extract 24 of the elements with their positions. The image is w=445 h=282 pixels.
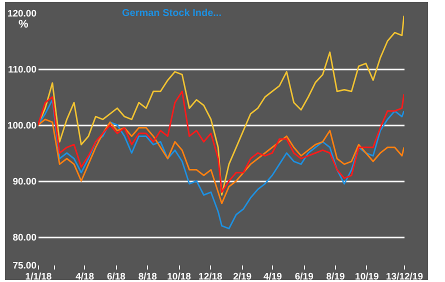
line-series <box>38 90 404 193</box>
x-tick-label: 1/1/18 <box>25 272 52 282</box>
y-tick-label: 110.00 <box>8 64 36 76</box>
y-tick-label: 80.00 <box>12 232 36 244</box>
line-series <box>38 99 404 230</box>
y-axis-title: % <box>18 18 28 30</box>
text: German Stock Inde... <box>122 8 222 19</box>
line-series <box>38 15 404 196</box>
y-tick-label: 120.00 <box>7 8 36 20</box>
x-tick-label: 12/18 <box>198 272 222 282</box>
line-series <box>38 118 404 204</box>
x-tick-label: 6/19 <box>294 272 314 282</box>
x-tick-label: 13/12/19 <box>386 272 423 282</box>
x-tick-label: 4/18 <box>76 272 94 282</box>
y-tick-label: 90.00 <box>12 176 36 188</box>
y-tick-label: 75.00 <box>12 260 36 272</box>
x-tick-label: 10/18 <box>167 272 191 282</box>
x-tick-label: 2/19 <box>233 272 252 282</box>
x-tick-label: 8/18 <box>138 272 157 282</box>
x-tick-label: 8/19 <box>326 272 345 282</box>
x-tick-label: 6/18 <box>106 272 126 282</box>
x-tick-label: 10/19 <box>355 272 379 282</box>
x-tick-label: 4/19 <box>263 272 282 282</box>
y-tick-label: 100.00 <box>7 120 36 132</box>
